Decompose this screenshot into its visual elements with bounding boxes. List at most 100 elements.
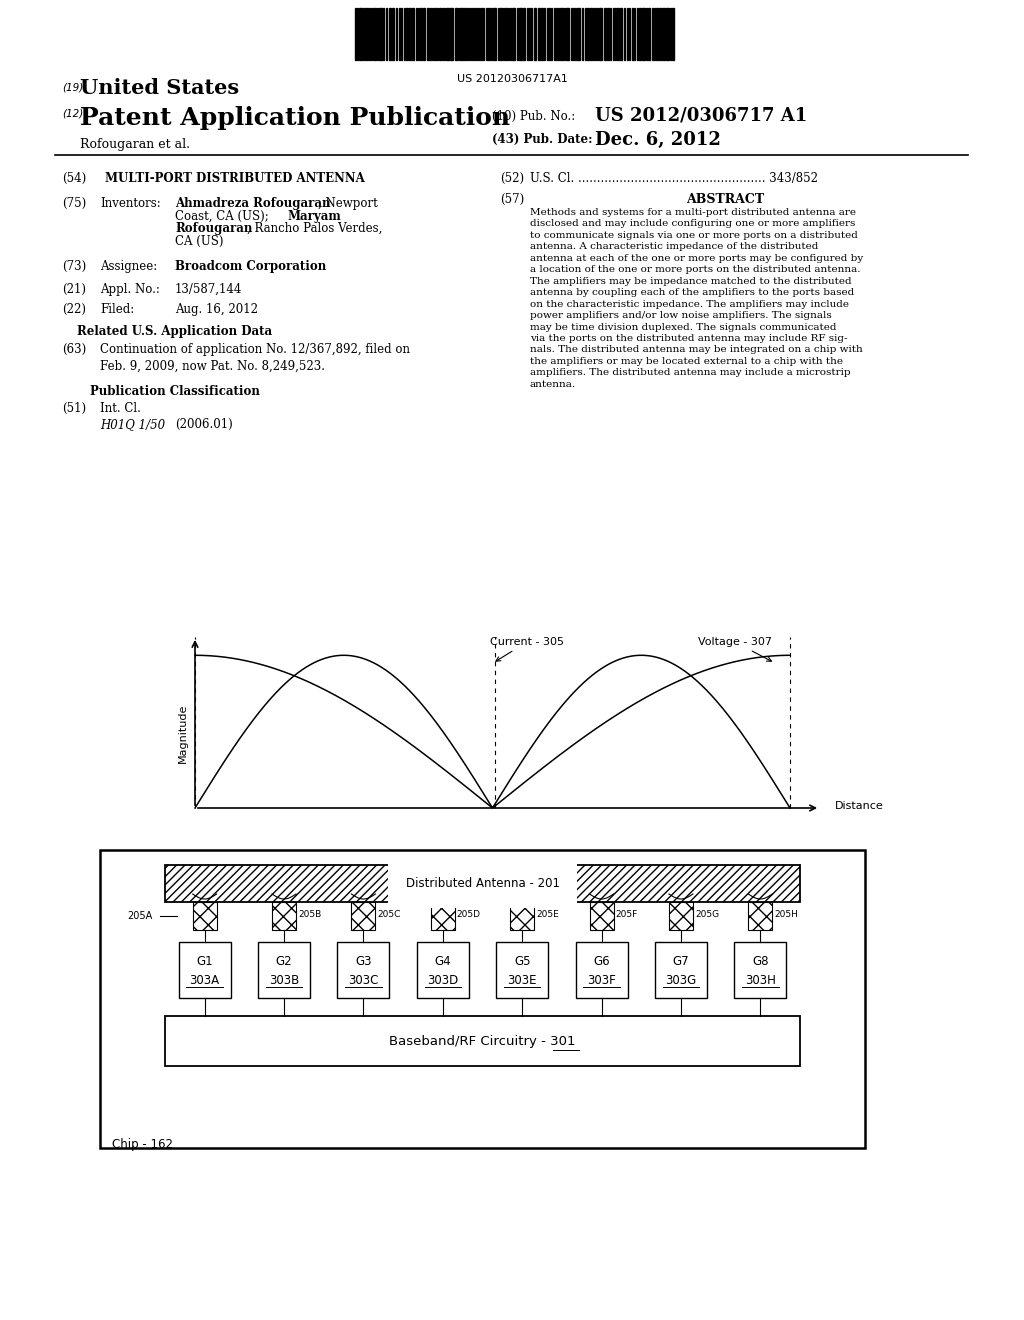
Text: 303A: 303A <box>189 974 220 986</box>
Bar <box>338 942 389 998</box>
Text: Methods and systems for a multi-port distributed antenna are
disclosed and may i: Methods and systems for a multi-port dis… <box>530 209 863 389</box>
Text: 303D: 303D <box>427 974 459 986</box>
Text: U.S. Cl. .................................................. 343/852: U.S. Cl. ...............................… <box>530 172 818 185</box>
Text: Chip - 162: Chip - 162 <box>112 1138 173 1151</box>
Text: Rofougaran et al.: Rofougaran et al. <box>80 139 190 150</box>
Bar <box>577 8 580 59</box>
Bar <box>575 942 628 998</box>
Bar <box>450 8 453 59</box>
Bar <box>656 8 658 59</box>
Bar <box>662 8 665 59</box>
Text: 303G: 303G <box>666 974 696 986</box>
Text: (73): (73) <box>62 260 86 273</box>
Bar <box>493 8 496 59</box>
Text: G3: G3 <box>355 956 372 968</box>
Text: 303B: 303B <box>269 974 299 986</box>
Text: 13/587,144: 13/587,144 <box>175 282 243 296</box>
Text: United States: United States <box>80 78 240 98</box>
Text: ABSTRACT: ABSTRACT <box>686 193 764 206</box>
Text: (52): (52) <box>500 172 524 185</box>
Bar <box>165 1016 800 1067</box>
Bar <box>100 850 865 1148</box>
Text: G4: G4 <box>434 956 452 968</box>
Bar <box>431 902 455 931</box>
Text: H01Q 1/50: H01Q 1/50 <box>100 418 165 432</box>
Bar <box>666 8 669 59</box>
Text: 205F: 205F <box>615 909 638 919</box>
Text: (21): (21) <box>62 282 86 296</box>
Text: Dec. 6, 2012: Dec. 6, 2012 <box>595 131 721 149</box>
Bar <box>512 8 515 59</box>
Text: Maryam: Maryam <box>287 210 341 223</box>
Bar <box>541 8 543 59</box>
Text: MULTI-PORT DISTRIBUTED ANTENNA: MULTI-PORT DISTRIBUTED ANTENNA <box>105 172 365 185</box>
Text: (75): (75) <box>62 197 86 210</box>
Bar <box>500 8 502 59</box>
Text: G7: G7 <box>673 956 689 968</box>
Text: Magnitude: Magnitude <box>178 704 188 763</box>
Bar <box>538 8 540 59</box>
Bar <box>365 8 367 59</box>
Bar <box>659 8 662 59</box>
Text: (51): (51) <box>62 403 86 414</box>
Text: , Rancho Palos Verdes,: , Rancho Palos Verdes, <box>247 222 382 235</box>
Text: Distance: Distance <box>835 801 884 810</box>
Text: Patent Application Publication: Patent Application Publication <box>80 106 510 129</box>
Text: Aug. 16, 2012: Aug. 16, 2012 <box>175 304 258 315</box>
Text: 205A: 205A <box>127 911 153 921</box>
Text: G2: G2 <box>275 956 293 968</box>
Bar <box>412 8 414 59</box>
Bar <box>460 8 463 59</box>
Text: Publication Classification: Publication Classification <box>90 385 260 399</box>
Bar <box>427 8 429 59</box>
Bar <box>420 8 422 59</box>
Bar <box>392 8 394 59</box>
Bar <box>655 942 707 998</box>
Bar <box>519 8 522 59</box>
Text: G8: G8 <box>752 956 769 968</box>
Bar <box>669 902 693 931</box>
Text: US 20120306717A1: US 20120306717A1 <box>457 74 567 84</box>
Bar <box>351 902 376 931</box>
Text: Distributed Antenna - 201: Distributed Antenna - 201 <box>406 876 559 890</box>
Text: (19): (19) <box>62 82 83 92</box>
Bar <box>434 8 436 59</box>
Bar <box>534 8 536 59</box>
Text: (2006.01): (2006.01) <box>175 418 232 432</box>
Bar <box>389 8 391 59</box>
Bar <box>607 8 609 59</box>
Bar <box>639 8 641 59</box>
Bar <box>590 8 592 59</box>
Text: Inventors:: Inventors: <box>100 197 161 210</box>
Bar <box>749 902 772 931</box>
Bar <box>497 942 548 998</box>
Bar <box>464 8 466 59</box>
Text: Filed:: Filed: <box>100 304 134 315</box>
Text: Voltage - 307: Voltage - 307 <box>698 638 772 661</box>
Bar <box>599 8 602 59</box>
Bar <box>617 8 618 59</box>
Text: (54): (54) <box>62 172 86 185</box>
Bar <box>439 8 441 59</box>
Text: (43) Pub. Date:: (43) Pub. Date: <box>492 133 593 147</box>
Bar <box>272 902 296 931</box>
Bar <box>488 8 490 59</box>
Text: Appl. No.:: Appl. No.: <box>100 282 160 296</box>
Text: 205G: 205G <box>695 909 719 919</box>
Text: (12): (12) <box>62 108 83 117</box>
Bar <box>590 902 613 931</box>
Text: 303H: 303H <box>744 974 776 986</box>
Text: (10) Pub. No.:: (10) Pub. No.: <box>492 110 575 123</box>
Text: (63): (63) <box>62 343 86 356</box>
Text: Ahmadreza Rofougaran: Ahmadreza Rofougaran <box>175 197 331 210</box>
Text: CA (US): CA (US) <box>175 235 223 248</box>
Bar <box>374 8 376 59</box>
Bar <box>642 8 645 59</box>
Text: , Newport: , Newport <box>318 197 378 210</box>
Text: G1: G1 <box>197 956 213 968</box>
Text: G6: G6 <box>593 956 610 968</box>
Text: 205E: 205E <box>537 909 559 919</box>
Text: 205C: 205C <box>378 909 400 919</box>
Text: Continuation of application No. 12/367,892, filed on
Feb. 9, 2009, now Pat. No. : Continuation of application No. 12/367,8… <box>100 343 410 372</box>
Bar <box>178 942 230 998</box>
